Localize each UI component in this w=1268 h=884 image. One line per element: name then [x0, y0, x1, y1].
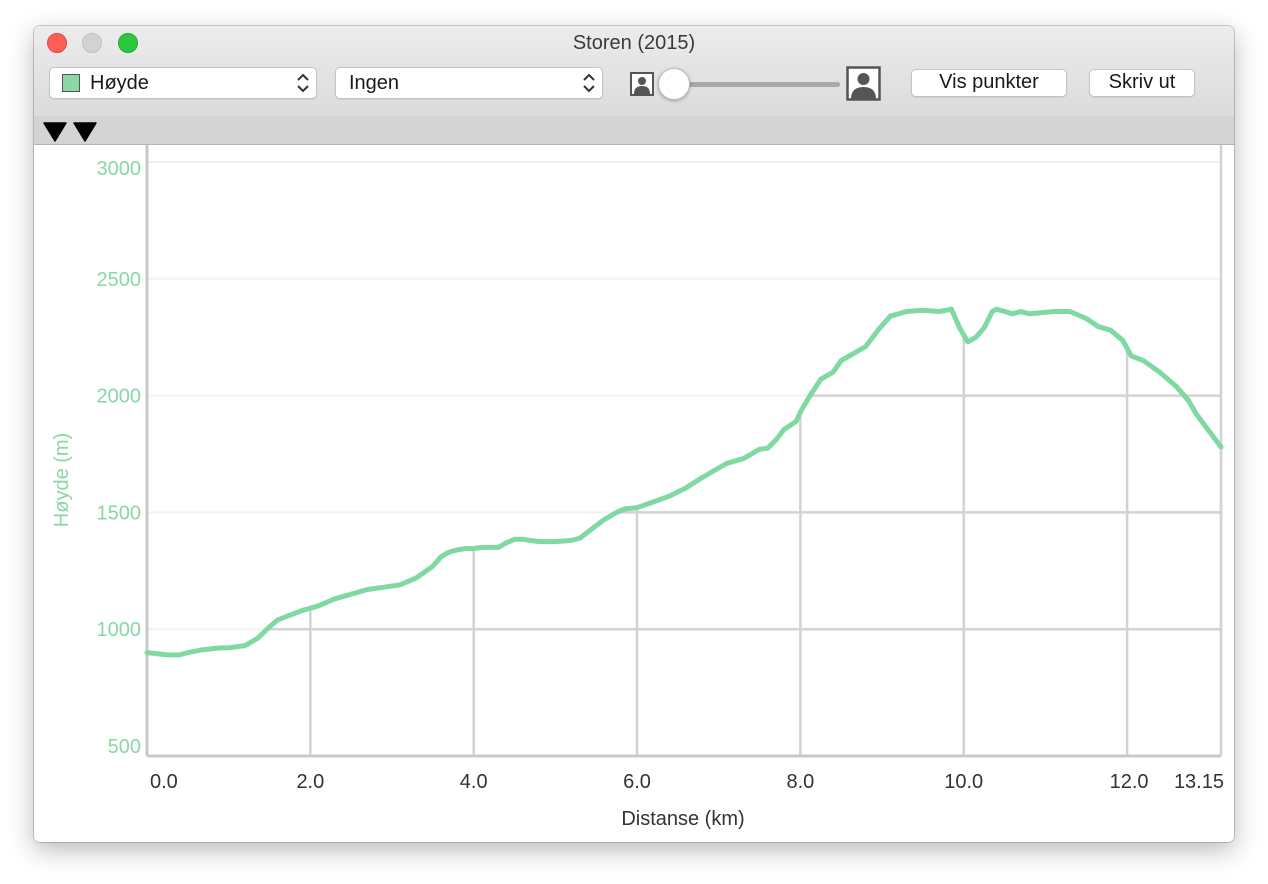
- elevation-series-line: [144, 306, 1224, 658]
- print-button[interactable]: Skriv ut: [1089, 69, 1195, 97]
- x-axis-title: Distanse (km): [621, 808, 744, 830]
- close-button[interactable]: [47, 33, 67, 53]
- minimize-button[interactable]: [82, 33, 102, 53]
- y-axis-title: Høyde (m): [51, 433, 73, 527]
- y-tick-label: 500: [108, 736, 141, 758]
- window-title: Storen (2015): [572, 32, 696, 54]
- app-window: Storen (2015) Høyde Ingen: [34, 26, 1234, 842]
- series-color-swatch: [62, 74, 80, 92]
- variable-popup[interactable]: Høyde: [49, 67, 317, 99]
- updown-chevron-icon: [583, 73, 595, 93]
- marker-bar: [34, 116, 1234, 144]
- x-tick-label: 13.15: [1174, 771, 1224, 793]
- person-small-icon[interactable]: [630, 72, 654, 96]
- show-points-button[interactable]: Vis punkter: [911, 69, 1067, 97]
- zoom-slider-track[interactable]: [670, 82, 840, 87]
- x-tick-label: 4.0: [460, 771, 488, 793]
- marker-triangle-icon[interactable]: [43, 121, 67, 143]
- y-tick-label: 2000: [97, 386, 142, 408]
- overlay-popup-value: Ingen: [349, 72, 400, 94]
- x-tick-label: 6.0: [623, 771, 651, 793]
- titlebar: Storen (2015) Høyde Ingen: [34, 26, 1234, 145]
- zoom-slider-thumb[interactable]: [658, 68, 690, 100]
- marker-triangle-icon[interactable]: [73, 121, 97, 143]
- x-tick-label: 12.0: [1110, 771, 1149, 793]
- x-tick-label: 10.0: [944, 771, 983, 793]
- elevation-chart: 500 1000 1500 2000 2500 3000 0.0 2.0 4.0 6.0 8.0 1…: [34, 145, 1234, 842]
- y-tick-label: 2500: [97, 269, 142, 291]
- y-tick-label: 1000: [97, 619, 142, 641]
- overlay-popup[interactable]: Ingen: [335, 67, 603, 99]
- y-tick-label: 1500: [97, 502, 142, 524]
- x-tick-label: 2.0: [296, 771, 324, 793]
- person-large-icon[interactable]: [846, 66, 881, 101]
- variable-popup-value: Høyde: [90, 72, 149, 94]
- elevation-chart-svg: 500 1000 1500 2000 2500 3000 0.0 2.0 4.0 6.0 8.0 1…: [51, 145, 1224, 830]
- x-tick-label: 8.0: [786, 771, 814, 793]
- zoom-button[interactable]: [118, 33, 138, 53]
- updown-chevron-icon: [297, 73, 309, 93]
- y-tick-label: 3000: [97, 158, 142, 180]
- x-tick-label: 0.0: [150, 771, 178, 793]
